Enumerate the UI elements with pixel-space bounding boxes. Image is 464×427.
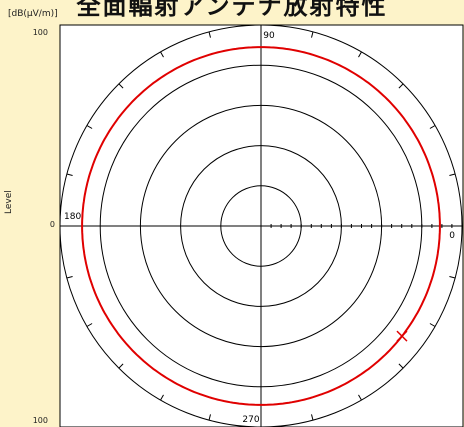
series-curve — [81, 46, 441, 406]
angle-tick — [118, 83, 124, 89]
level-tick-middle: 0 — [49, 220, 55, 229]
angle-tick — [208, 414, 211, 421]
angle-tick — [358, 394, 362, 401]
angle-tick — [66, 173, 73, 176]
angle-tick — [160, 51, 164, 58]
unit-label: [dB(μV/m)] — [8, 9, 58, 19]
chart-title: 全面輻射アンテナ放射特性 — [76, 0, 388, 20]
angle-tick — [449, 173, 456, 176]
angle-tick — [118, 363, 124, 369]
angle-tick — [86, 323, 93, 327]
angle-label-0: 0 — [449, 231, 455, 241]
angle-tick — [160, 394, 164, 401]
angle-tick — [398, 363, 404, 369]
angle-tick — [429, 125, 436, 129]
angle-label-90: 90 — [263, 31, 275, 41]
series-marker — [396, 330, 408, 342]
angle-tick — [429, 323, 436, 327]
angle-tick — [358, 51, 362, 58]
angle-tick — [86, 125, 93, 129]
angle-tick — [208, 31, 211, 38]
angle-label-270: 270 — [242, 415, 259, 425]
angle-tick — [66, 276, 73, 279]
angle-tick — [311, 414, 314, 421]
angle-tick — [449, 276, 456, 279]
angle-tick — [311, 31, 314, 38]
angle-tick — [398, 83, 404, 89]
level-tick-bottom: 100 — [32, 416, 48, 425]
angle-label-180: 180 — [64, 212, 81, 222]
level-tick-top: 100 — [32, 28, 48, 37]
